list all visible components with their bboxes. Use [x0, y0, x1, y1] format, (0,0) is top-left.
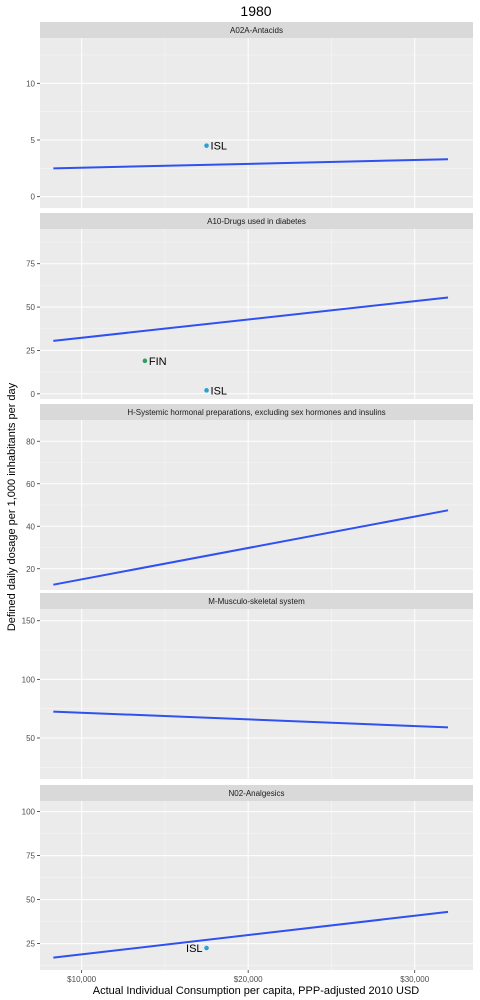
- y-tick-label: 100: [22, 675, 36, 684]
- panel-background: [40, 801, 473, 970]
- y-tick-label: 80: [26, 437, 35, 446]
- chart-title: 1980: [240, 3, 271, 19]
- facet-panel: A10-Drugs used in diabetes 0 25 50 75 FIN ISL: [26, 213, 473, 399]
- data-point-isl: [204, 143, 209, 148]
- facet-strip: [40, 22, 473, 38]
- panel-background: [40, 229, 473, 399]
- trend-line: [53, 158, 449, 170]
- facet-strip: [40, 404, 473, 420]
- y-tick-label: 10: [26, 79, 35, 88]
- data-point-fin: [142, 358, 148, 364]
- x-tick-label: $10,000: [67, 975, 96, 984]
- data-point-isl: [204, 945, 209, 951]
- y-tick-label: 50: [26, 896, 35, 905]
- data-point-label: ISL: [186, 943, 203, 955]
- data-point-label: ISL: [211, 385, 228, 397]
- y-tick-label: 40: [26, 522, 35, 531]
- x-axis: $10,000 $20,000 $30,000: [67, 970, 430, 984]
- data-point-label: ISL: [211, 141, 228, 153]
- facet-panel: H-Systemic hormonal preparations, exclud…: [26, 404, 473, 590]
- facet-strip: [40, 213, 473, 229]
- panel-background: [40, 609, 473, 779]
- data-point-label: FIN: [149, 356, 167, 368]
- facet-strip-label: M-Musculo-skeletal system: [208, 597, 305, 606]
- y-tick-label: 0: [31, 390, 36, 399]
- y-tick-label: 75: [26, 260, 35, 269]
- trend-line: [53, 910, 449, 959]
- facet-panel: A02A-Antacids 0 5 10 ISL: [26, 22, 473, 208]
- facet-strip-label: A10-Drugs used in diabetes: [207, 217, 306, 226]
- y-tick-label: 100: [22, 808, 36, 817]
- y-axis-title: Defined daily dosage per 1,000 inhabitan…: [6, 382, 18, 631]
- panel-background: [40, 38, 473, 208]
- data-point-isl: [204, 388, 209, 393]
- facet-strip-label: H-Systemic hormonal preparations, exclud…: [127, 408, 385, 417]
- y-tick-label: 75: [26, 852, 35, 861]
- x-tick-label: $20,000: [234, 975, 263, 984]
- y-tick-label: 50: [26, 734, 35, 743]
- facet-panel: M-Musculo-skeletal system 50 100 150: [22, 593, 473, 779]
- trend-line: [53, 509, 449, 586]
- facet-panel: N02-Analgesics 25 50 75 100 ISL: [22, 785, 473, 970]
- y-tick-label: 20: [26, 565, 35, 574]
- trend-line: [53, 710, 449, 729]
- x-axis-title: Actual Individual Consumption per capita…: [93, 985, 420, 997]
- y-tick-label: 0: [31, 193, 36, 202]
- y-tick-label: 50: [26, 303, 35, 312]
- y-tick-label: 150: [22, 617, 36, 626]
- y-tick-label: 25: [26, 346, 35, 355]
- x-tick-label: $30,000: [400, 975, 429, 984]
- y-tick-label: 25: [26, 940, 35, 949]
- facet-strip: [40, 785, 473, 801]
- trend-line: [53, 296, 449, 342]
- facet-strip: [40, 593, 473, 609]
- y-tick-label: 5: [31, 136, 36, 145]
- y-tick-label: 60: [26, 480, 35, 489]
- facet-strip-label: A02A-Antacids: [230, 26, 283, 35]
- facet-strip-label: N02-Analgesics: [228, 789, 284, 798]
